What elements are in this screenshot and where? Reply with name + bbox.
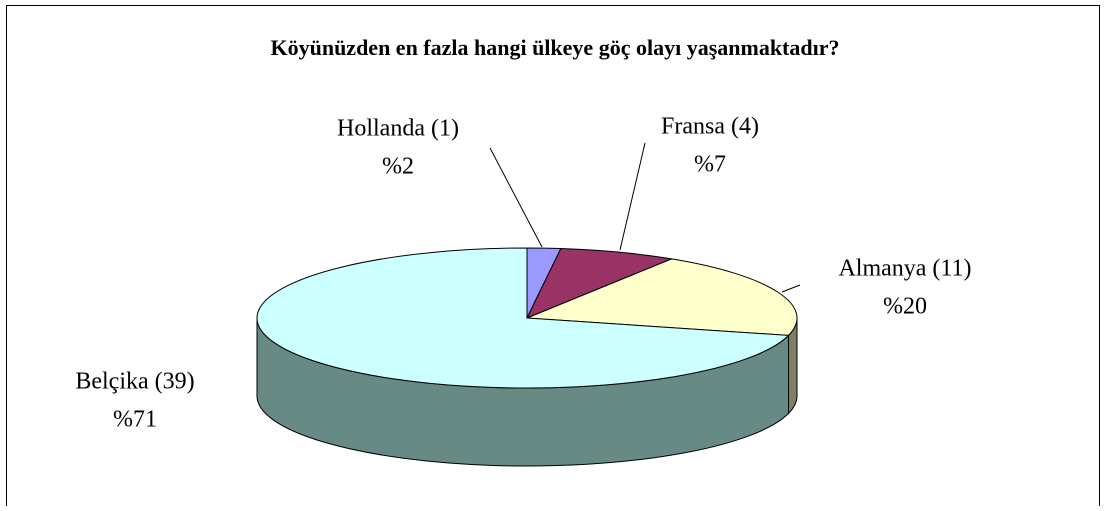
slice bbox=[526, 258, 798, 336]
value-label: %71 bbox=[113, 407, 157, 433]
leader-line bbox=[489, 147, 543, 248]
leader-line bbox=[619, 142, 646, 251]
slice bbox=[256, 247, 790, 389]
category-label: Hollanda (1) bbox=[337, 116, 459, 142]
value-label: %20 bbox=[883, 294, 927, 320]
category-label: Fransa (4) bbox=[661, 114, 759, 140]
chart-title: Köyünüzden en fazla hangi ülkeye göç ola… bbox=[270, 35, 839, 60]
frame bbox=[6, 5, 1100, 506]
category-label: Almanya (11) bbox=[838, 256, 971, 282]
leader-line bbox=[781, 284, 801, 293]
value-label: %2 bbox=[382, 154, 414, 180]
slice bbox=[525, 248, 674, 319]
category-label: Belçika (39) bbox=[75, 369, 194, 395]
value-label: %7 bbox=[694, 152, 726, 178]
